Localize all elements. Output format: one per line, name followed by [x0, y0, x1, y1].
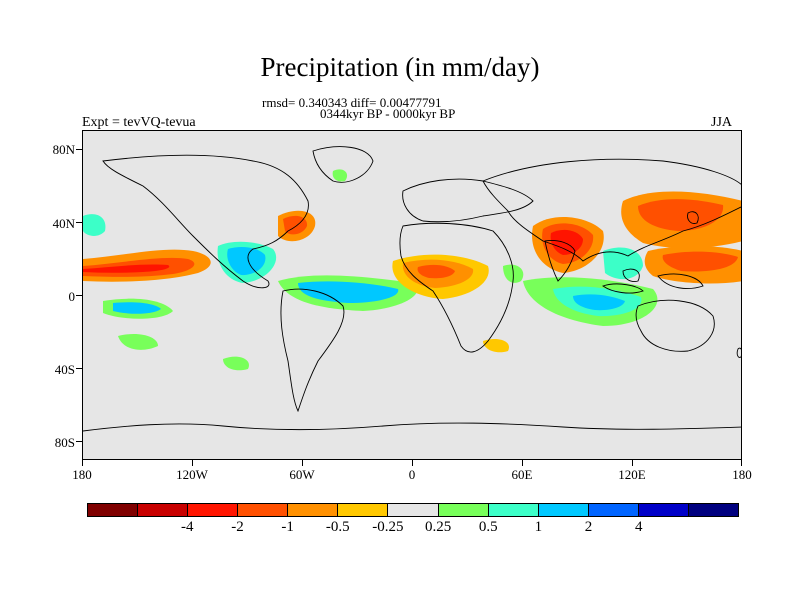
colorbar-box — [688, 504, 739, 516]
lat-tick — [76, 368, 82, 369]
coast-greenland — [312, 146, 374, 183]
coast-asia — [482, 158, 741, 262]
colorbar-box — [588, 504, 639, 516]
lat-label-80s: 80S — [54, 435, 75, 450]
field-southpacific-wet-core — [113, 302, 161, 314]
lon-tick — [632, 460, 633, 466]
colorbar-box — [338, 504, 389, 516]
field-westpacific-dry-core — [662, 251, 738, 272]
field-sahel-dry-peak — [417, 264, 455, 279]
lon-tick — [412, 460, 413, 466]
field-maritime-wet — [603, 247, 643, 280]
colorbar-box — [288, 504, 339, 516]
colorbar-label: -4 — [181, 519, 194, 535]
field-greenland-wet — [332, 169, 348, 182]
lon-tick — [741, 460, 742, 466]
experiment-label: Expt = tevVQ-tevua — [82, 115, 196, 130]
colorbar-box — [88, 504, 139, 516]
colorbar-box — [538, 504, 589, 516]
colorbar-box — [388, 504, 439, 516]
colorbar — [87, 503, 739, 517]
plot-title: Precipitation (in mm/day) — [260, 52, 540, 82]
lon-tick — [82, 460, 83, 466]
coast-new-guinea — [657, 273, 704, 289]
lat-tick — [76, 222, 82, 223]
lon-label-60e: 60E — [511, 467, 533, 482]
coast-borneo — [622, 268, 640, 282]
field-eastasia-dry-core — [638, 199, 724, 231]
colorbar-label: 1 — [534, 519, 543, 535]
lat-tick — [76, 295, 82, 296]
colorbar-label: 4 — [634, 519, 643, 535]
lat-label-40s: 40S — [54, 362, 75, 377]
colorbar-box — [138, 504, 189, 516]
colorbar-label: 0.25 — [424, 519, 452, 535]
coast-north-america — [102, 154, 309, 289]
field-india-dry-peak — [550, 229, 583, 255]
field-caribbean-wet-core — [227, 247, 266, 276]
precipitation-map — [82, 130, 742, 460]
colorbar-box — [438, 504, 489, 516]
colorbar-box — [638, 504, 689, 516]
colorbar-box — [488, 504, 539, 516]
field-northpacific-wet — [83, 214, 106, 236]
colorbar-label: -0.25 — [372, 519, 404, 535]
colorbar-label: -0.5 — [325, 519, 350, 535]
field-atlantic-dry-core — [283, 215, 308, 235]
coast-europe — [402, 178, 534, 223]
field-southpacific-wet-2 — [118, 334, 158, 350]
colorbar-box — [238, 504, 289, 516]
field-pacific-dry-peak — [83, 264, 170, 273]
map-svg — [83, 131, 741, 459]
field-southatlantic-wet — [223, 356, 249, 371]
field-indianocean-wet-peak — [573, 294, 625, 311]
lon-label-0: 0 — [408, 467, 416, 482]
lon-tick — [302, 460, 303, 466]
colorbar-label: -2 — [231, 519, 244, 535]
field-southindian-dry — [483, 339, 509, 353]
lat-label-40n: 40N — [52, 216, 75, 231]
coast-japan — [687, 211, 699, 224]
field-atlantic-wet-core — [298, 281, 399, 303]
colorbar-label: -1 — [281, 519, 294, 535]
season-label: JJA — [711, 115, 733, 130]
colorbar-label: 0.5 — [478, 519, 498, 535]
coastlines — [83, 146, 741, 432]
colorbar-label: 2 — [584, 519, 593, 535]
coast-antarctica — [83, 422, 741, 432]
colorbar-box — [188, 504, 239, 516]
lon-label-180e: 180 — [732, 467, 752, 482]
lon-label-120e: 120E — [618, 467, 646, 482]
lat-tick — [76, 149, 82, 150]
lon-tick — [522, 460, 523, 466]
coast-south-america — [280, 288, 345, 413]
coast-africa — [399, 222, 514, 353]
lat-label-80n: 80N — [52, 142, 75, 157]
coast-java — [602, 283, 644, 294]
lat-tick — [76, 441, 82, 442]
period-subtitle: 0344kyr BP - 0000kyr BP — [320, 106, 456, 121]
lon-label-120w: 120W — [176, 467, 208, 482]
lat-label-0: 0 — [68, 289, 76, 304]
lon-label-60w: 60W — [289, 467, 315, 482]
lon-label-180w: 180 — [72, 467, 92, 482]
coast-australia — [635, 299, 715, 352]
coast-india — [544, 240, 576, 282]
coast-new-zealand — [736, 347, 741, 358]
stats-subtitle: rmsd= 0.340343 diff= 0.00477791 — [262, 95, 442, 110]
lon-tick — [192, 460, 193, 466]
